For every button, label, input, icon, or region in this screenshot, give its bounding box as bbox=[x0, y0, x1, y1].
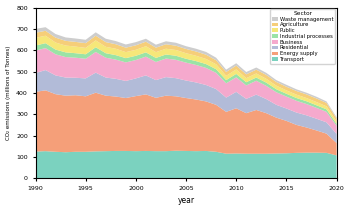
X-axis label: year: year bbox=[177, 196, 195, 206]
Legend: Waste management, Agriculture, Public, Industrial processes, Business, Residenti: Waste management, Agriculture, Public, I… bbox=[270, 9, 335, 64]
Y-axis label: CO₂ emissions (millions of Tonnes): CO₂ emissions (millions of Tonnes) bbox=[6, 46, 10, 140]
